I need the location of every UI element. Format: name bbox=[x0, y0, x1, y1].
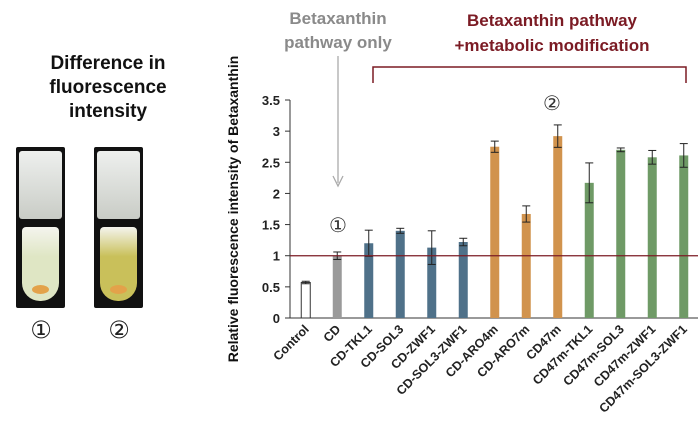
error-bar-cd-aro4m bbox=[490, 140, 499, 153]
error-bar-cd-sol3-zwf1 bbox=[459, 237, 468, 247]
tube-photo-2 bbox=[94, 147, 143, 308]
error-bar-cd-aro7m bbox=[522, 205, 531, 223]
error-bar-control bbox=[301, 280, 310, 285]
bar-cd47m-sol3 bbox=[616, 149, 626, 318]
error-bar-cd47m bbox=[553, 124, 562, 148]
bar-cd bbox=[332, 255, 342, 318]
pathway-modification-line-1: Betaxanthin pathway bbox=[467, 11, 638, 30]
bar-cd47m bbox=[553, 136, 563, 318]
bar-cd47m-tkl1 bbox=[584, 182, 594, 318]
marker-1: ① bbox=[329, 215, 347, 237]
y-tick-label: 3 bbox=[273, 124, 280, 139]
left-title-line-2: fluorescence bbox=[49, 77, 167, 98]
pathway-only-line-1: Betaxanthin bbox=[289, 9, 386, 28]
bar-cd-tkl1 bbox=[364, 243, 374, 318]
error-bar-cd47m-sol3-zwf1 bbox=[679, 143, 688, 168]
left-title-line-1: Difference in bbox=[50, 53, 166, 74]
left-panel-title: Difference in fluorescence intensity bbox=[8, 52, 208, 124]
bar-cd-aro7m bbox=[521, 213, 531, 318]
y-tick-label: 2.5 bbox=[262, 155, 280, 170]
bar-cd-sol3-zwf1 bbox=[458, 242, 468, 318]
pathway-only-arrowhead bbox=[332, 175, 344, 188]
error-bar-cd47m-zwf1 bbox=[648, 149, 657, 165]
bar-control bbox=[300, 281, 311, 319]
bar-cd47m-zwf1 bbox=[647, 157, 657, 318]
y-tick-label: 3.5 bbox=[262, 93, 280, 108]
pathway-modification-line-2: +metabolic modification bbox=[454, 36, 649, 55]
y-axis-label: Relative fluorescence intensity of Betax… bbox=[225, 56, 241, 363]
tube-photo-1 bbox=[16, 147, 65, 308]
error-bar-cd-zwf1 bbox=[427, 230, 436, 265]
y-tick-label: 1.5 bbox=[262, 218, 280, 233]
y-tick-label: 2 bbox=[273, 186, 280, 201]
error-bar-cd47m-tkl1 bbox=[585, 162, 594, 204]
pathway-only-line-2: pathway only bbox=[284, 33, 392, 52]
tube-label-1: ① bbox=[30, 317, 52, 344]
bar-cd-zwf1 bbox=[427, 247, 437, 318]
y-tick-label: 1 bbox=[273, 249, 280, 264]
error-bar-cd47m-sol3 bbox=[616, 147, 625, 153]
bar-cd47m-sol3-zwf1 bbox=[679, 155, 689, 318]
x-tick-label: CD bbox=[321, 322, 344, 345]
tube-label-2: ② bbox=[108, 317, 130, 344]
y-tick-label: 0.5 bbox=[262, 280, 280, 295]
y-tick-label: 0 bbox=[273, 311, 280, 326]
bar-cd-aro4m bbox=[490, 146, 500, 318]
modification-bracket bbox=[372, 66, 687, 83]
error-bar-cd-sol3 bbox=[396, 227, 405, 234]
bar-cd-sol3 bbox=[395, 230, 405, 318]
x-tick-label: Control bbox=[271, 322, 312, 363]
left-title-line-3: intensity bbox=[68, 101, 148, 122]
marker-2: ② bbox=[543, 93, 561, 115]
